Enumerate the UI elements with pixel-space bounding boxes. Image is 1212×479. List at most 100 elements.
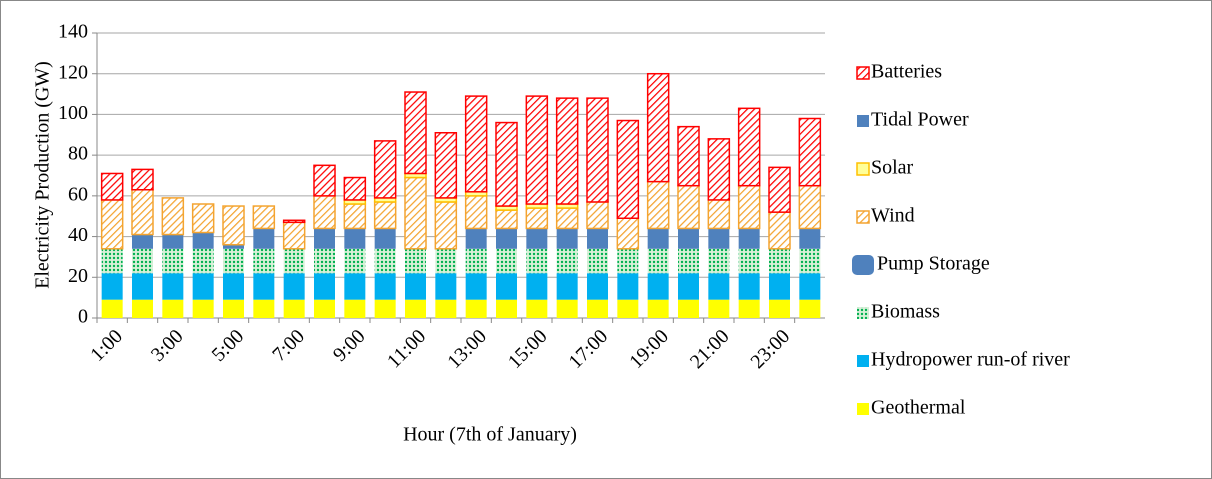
- bar-segment: [373, 140, 397, 199]
- bar-segment: [677, 184, 700, 230]
- bar-segment: [100, 172, 124, 201]
- legend-item: Solar: [856, 157, 914, 179]
- bar-segment: [465, 248, 487, 274]
- bar-segment: [647, 299, 669, 318]
- bar-segment: [678, 248, 699, 274]
- y-tick-label: 0: [78, 306, 88, 328]
- bar-segment: [192, 299, 214, 318]
- bar-segment: [647, 273, 669, 300]
- bar-segment: [556, 248, 578, 274]
- bar-segment: [314, 228, 335, 249]
- bar-segment: [799, 299, 821, 318]
- bar-segment: [374, 273, 396, 300]
- bar-segment: [708, 248, 730, 274]
- bar-segment: [495, 121, 518, 207]
- bar-segment: [586, 201, 609, 230]
- legend-swatch: [856, 66, 870, 80]
- bar-segment: [101, 299, 123, 318]
- bar-segment: [374, 248, 396, 274]
- bar-segment: [434, 201, 458, 250]
- bar-segment: [678, 299, 699, 318]
- bar-segment: [313, 164, 336, 197]
- bar-segment: [223, 244, 244, 249]
- y-tick-label: 60: [68, 183, 88, 205]
- bar-segment: [556, 273, 578, 300]
- bar-segment: [192, 273, 214, 300]
- bar-segment: [587, 273, 608, 300]
- legend-item: Pump Storage: [852, 253, 990, 275]
- bar-segment: [496, 248, 517, 274]
- bar-segment: [343, 176, 367, 201]
- bar-segment: [283, 273, 305, 300]
- bar-segment: [678, 228, 699, 249]
- bar-segment: [769, 299, 790, 318]
- bar-segment: [556, 228, 578, 249]
- legend-label: Biomass: [871, 301, 940, 323]
- bar-segment: [344, 273, 366, 300]
- bar-segment: [222, 205, 245, 246]
- bar-segment: [496, 273, 517, 300]
- bar-segment: [161, 197, 185, 236]
- bar-segment: [343, 203, 367, 230]
- bar-segment: [708, 273, 730, 300]
- legend-item: Biomass: [857, 301, 940, 323]
- bar-segment: [162, 299, 184, 318]
- bar-segment: [191, 203, 215, 234]
- bar-segment: [192, 232, 214, 249]
- bar-segment: [738, 248, 760, 274]
- bar-segment: [647, 228, 669, 249]
- legend-label: Geothermal: [871, 397, 966, 419]
- bar-segment: [617, 248, 639, 274]
- bar-segment: [768, 211, 791, 250]
- bar-segment: [646, 180, 670, 230]
- bar-segment: [252, 205, 276, 230]
- bar-segment: [707, 199, 731, 230]
- bar-segment: [344, 248, 366, 274]
- bar-segment: [435, 299, 457, 318]
- bar-segment: [132, 248, 153, 274]
- y-tick-label: 80: [68, 143, 88, 165]
- bar-segment: [253, 273, 275, 300]
- bar-segment: [798, 117, 822, 187]
- bar-segment: [646, 72, 670, 183]
- bar-segment: [555, 207, 579, 230]
- bar-segment: [374, 299, 396, 318]
- bar-segment: [434, 132, 458, 199]
- bar-segment: [404, 176, 427, 250]
- bar-segment: [162, 234, 184, 249]
- bar-segment: [223, 248, 244, 274]
- bar-segment: [526, 228, 548, 249]
- bar-segment: [435, 248, 457, 274]
- bar-segment: [132, 234, 153, 249]
- bar-segment: [435, 273, 457, 300]
- bar-segment: [253, 228, 275, 249]
- bar-segment: [223, 299, 244, 318]
- bar-segment: [526, 273, 548, 300]
- bar-segment: [465, 299, 487, 318]
- bar-segment: [101, 248, 123, 274]
- legend-item: Tidal Power: [857, 109, 969, 131]
- bar-segment: [525, 207, 549, 230]
- bar-segment: [223, 273, 244, 300]
- bar-segment: [162, 248, 184, 274]
- legend-label: Pump Storage: [877, 253, 990, 275]
- bar-segment: [525, 95, 549, 205]
- bar-segment: [405, 248, 426, 274]
- y-tick-label: 120: [58, 61, 88, 83]
- bar-segment: [313, 195, 336, 230]
- bar-segment: [587, 299, 608, 318]
- y-tick-label: 140: [58, 21, 88, 43]
- bar-segment: [283, 299, 305, 318]
- bar-segment: [586, 97, 609, 203]
- bar-segment: [526, 299, 548, 318]
- bar-segment: [344, 299, 366, 318]
- legend-item: Geothermal: [857, 397, 966, 419]
- bar-segment: [737, 107, 761, 187]
- bar-segment: [647, 248, 669, 274]
- bar-segment: [556, 299, 578, 318]
- bar-segment: [496, 299, 517, 318]
- bar-segment: [465, 273, 487, 300]
- bar-segment: [799, 228, 821, 249]
- bar-segment: [314, 299, 335, 318]
